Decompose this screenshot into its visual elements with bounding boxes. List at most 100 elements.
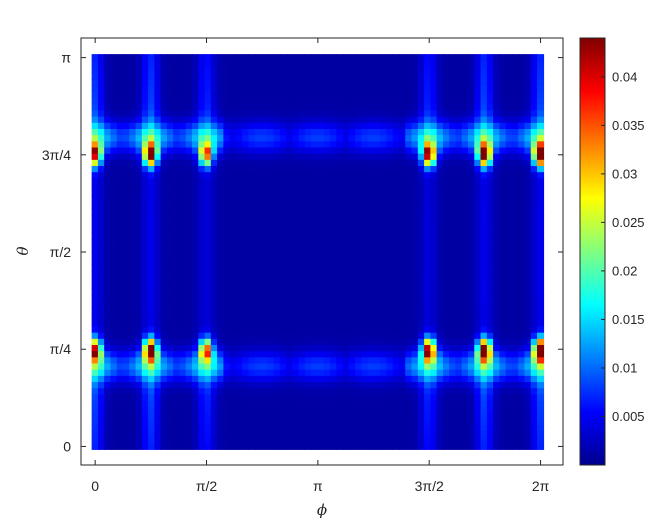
heat-cell xyxy=(449,294,457,302)
heat-cell xyxy=(380,109,388,117)
heat-cell xyxy=(129,140,137,148)
heat-cell xyxy=(116,152,124,160)
heat-cell xyxy=(173,183,181,191)
heat-cell xyxy=(166,196,174,204)
heat-cell xyxy=(323,214,331,222)
heat-cell xyxy=(104,319,112,327)
heat-cell xyxy=(330,412,338,420)
heat-cell xyxy=(179,66,187,74)
heat-cell xyxy=(524,239,532,247)
heat-cell xyxy=(135,257,143,265)
heat-cell xyxy=(179,270,187,278)
heat-cell xyxy=(392,214,400,222)
heat-cell xyxy=(267,430,275,438)
heat-cell xyxy=(242,393,250,401)
heat-cell xyxy=(511,97,519,105)
heat-cell xyxy=(461,177,469,185)
heat-cell xyxy=(461,418,469,426)
heat-cell xyxy=(493,146,501,154)
heat-cell xyxy=(499,239,507,247)
heat-cell xyxy=(135,362,143,370)
heat-cell xyxy=(348,165,356,173)
heat-cell xyxy=(292,97,300,105)
heat-cell xyxy=(405,183,413,191)
heat-cell xyxy=(474,442,482,450)
heat-cell xyxy=(399,350,407,358)
heat-cell xyxy=(292,405,300,413)
heat-cell xyxy=(116,177,124,185)
heat-cell xyxy=(530,146,538,154)
heat-cell xyxy=(135,430,143,438)
heat-cell xyxy=(392,245,400,253)
heat-cell xyxy=(104,66,112,74)
heat-cell xyxy=(442,338,450,345)
heat-cell xyxy=(518,294,526,302)
heat-cell xyxy=(511,214,519,222)
heat-cell xyxy=(160,103,168,111)
heat-cell xyxy=(104,251,112,259)
heat-cell xyxy=(392,350,400,358)
heat-cell xyxy=(192,165,200,173)
heat-cell xyxy=(486,245,494,253)
heat-cell xyxy=(148,128,156,136)
heat-cell xyxy=(311,97,319,105)
heat-cell xyxy=(110,165,118,173)
heat-cell xyxy=(468,177,476,185)
heat-cell xyxy=(154,424,162,432)
heat-cell xyxy=(116,412,124,420)
heat-cell xyxy=(449,270,457,278)
heat-cell xyxy=(373,387,381,395)
heat-cell xyxy=(474,381,482,389)
heat-cell xyxy=(179,171,187,179)
heat-cell xyxy=(367,140,375,148)
heat-cell xyxy=(166,325,174,333)
heat-cell xyxy=(480,356,488,364)
heat-cell xyxy=(348,183,356,191)
heat-cell xyxy=(192,282,200,290)
heat-cell xyxy=(392,202,400,210)
heat-cell xyxy=(160,159,168,167)
heat-cell xyxy=(399,313,407,321)
heat-cell xyxy=(135,115,143,123)
heat-cell xyxy=(424,91,432,99)
heat-cell xyxy=(342,128,350,136)
heat-cell xyxy=(141,60,149,68)
heat-cell xyxy=(511,430,519,438)
heat-cell xyxy=(298,189,306,197)
heat-cell xyxy=(330,393,338,401)
heat-cell xyxy=(449,399,457,407)
heat-cell xyxy=(110,282,118,290)
heat-cell xyxy=(192,152,200,160)
heat-cell xyxy=(129,208,137,216)
heat-cell xyxy=(104,418,112,426)
heat-cell xyxy=(267,319,275,327)
heat-cell xyxy=(317,239,325,247)
heat-cell xyxy=(91,319,99,327)
heat-cell xyxy=(537,214,545,222)
heat-cell xyxy=(442,412,450,420)
heat-cell xyxy=(192,208,200,216)
heat-cell xyxy=(311,245,319,253)
heat-cell xyxy=(242,276,250,284)
heat-cell xyxy=(204,171,212,179)
heat-cell xyxy=(442,220,450,228)
heat-cell xyxy=(304,84,312,92)
heat-cell xyxy=(311,60,319,68)
heat-cell xyxy=(405,430,413,438)
heat-cell xyxy=(223,430,231,438)
heat-cell xyxy=(254,122,262,129)
heat-cell xyxy=(405,307,413,315)
heat-cell xyxy=(499,331,507,339)
heat-cell xyxy=(116,418,124,426)
heat-cell xyxy=(486,122,494,129)
heat-cell xyxy=(110,97,118,105)
heat-cell xyxy=(166,381,174,389)
heat-cell xyxy=(154,214,162,222)
heat-cell xyxy=(499,146,507,154)
heat-cell xyxy=(417,350,425,358)
heat-cell xyxy=(311,344,319,352)
heat-cell xyxy=(254,146,262,154)
heat-cell xyxy=(123,233,131,241)
heat-cell xyxy=(474,134,482,142)
heat-cell xyxy=(141,405,149,413)
